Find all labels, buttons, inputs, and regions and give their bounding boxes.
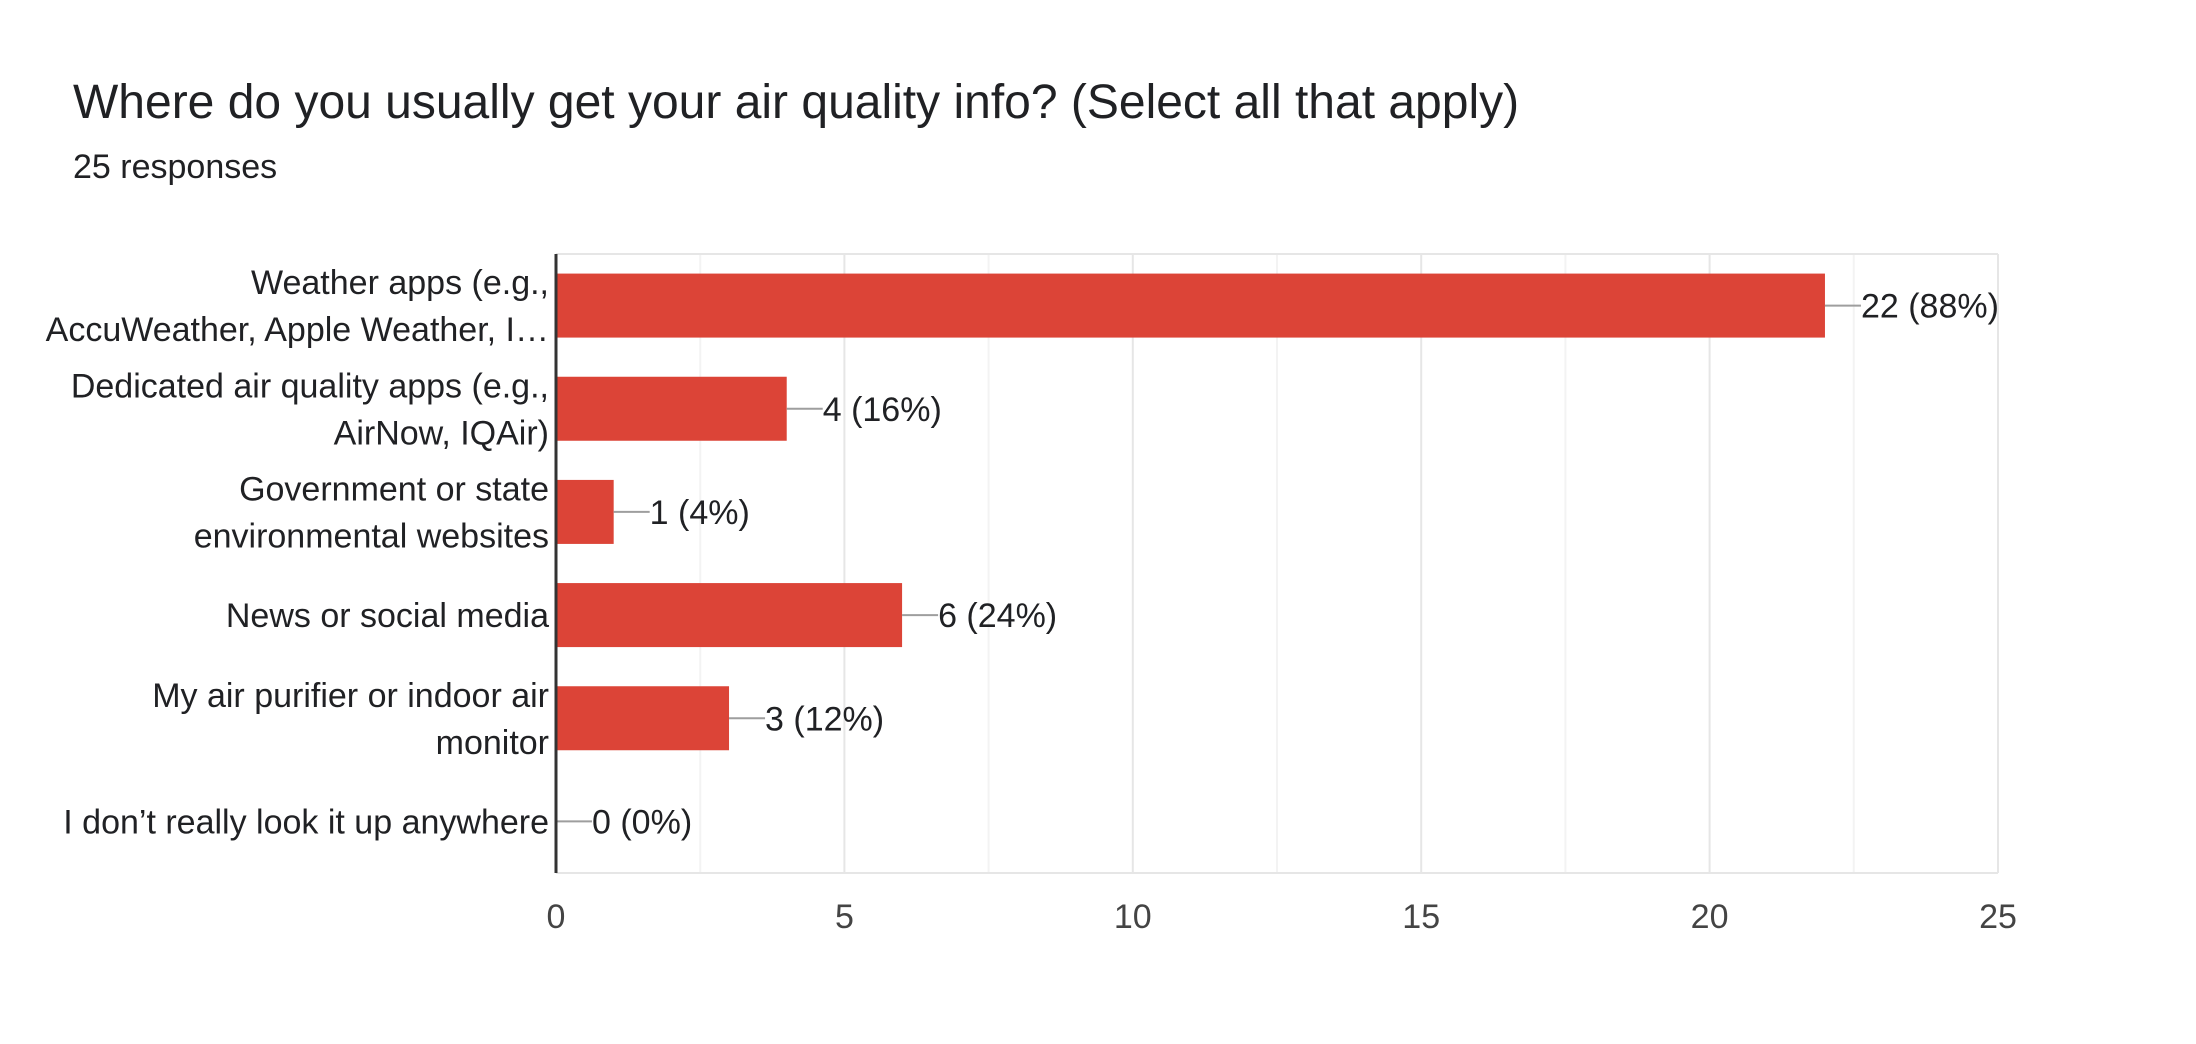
x-tick-label: 5 bbox=[835, 898, 854, 936]
bar bbox=[556, 376, 787, 441]
category-label: environmental websites bbox=[194, 517, 549, 555]
data-label: 3 (12%) bbox=[765, 700, 884, 738]
data-label: 6 (24%) bbox=[938, 597, 1057, 635]
bar bbox=[556, 583, 903, 648]
response-count: 25 responses bbox=[73, 148, 278, 186]
category-label: Government or state bbox=[239, 470, 549, 508]
data-label: 4 (16%) bbox=[823, 391, 942, 429]
category-label: News or social media bbox=[226, 597, 549, 635]
bar bbox=[556, 686, 730, 751]
data-label: 0 (0%) bbox=[592, 803, 692, 841]
category-label: AccuWeather, Apple Weather, I… bbox=[46, 311, 549, 349]
x-tick-label: 15 bbox=[1402, 898, 1440, 936]
data-label: 22 (88%) bbox=[1861, 288, 1999, 326]
x-tick-label: 0 bbox=[547, 898, 566, 936]
category-label: monitor bbox=[436, 724, 549, 762]
x-tick-label: 10 bbox=[1114, 898, 1152, 936]
data-label: 1 (4%) bbox=[650, 494, 750, 532]
category-label: I don’t really look it up anywhere bbox=[63, 803, 549, 841]
category-label: Weather apps (e.g., bbox=[251, 264, 549, 302]
x-tick-label: 25 bbox=[1979, 898, 2017, 936]
bar bbox=[556, 273, 1825, 338]
category-label: AirNow, IQAir) bbox=[334, 414, 549, 452]
chart-title: Where do you usually get your air qualit… bbox=[73, 76, 1520, 129]
category-label: Dedicated air quality apps (e.g., bbox=[71, 367, 549, 405]
category-label: My air purifier or indoor air bbox=[152, 677, 549, 715]
bar bbox=[556, 479, 614, 544]
x-tick-label: 20 bbox=[1691, 898, 1729, 936]
